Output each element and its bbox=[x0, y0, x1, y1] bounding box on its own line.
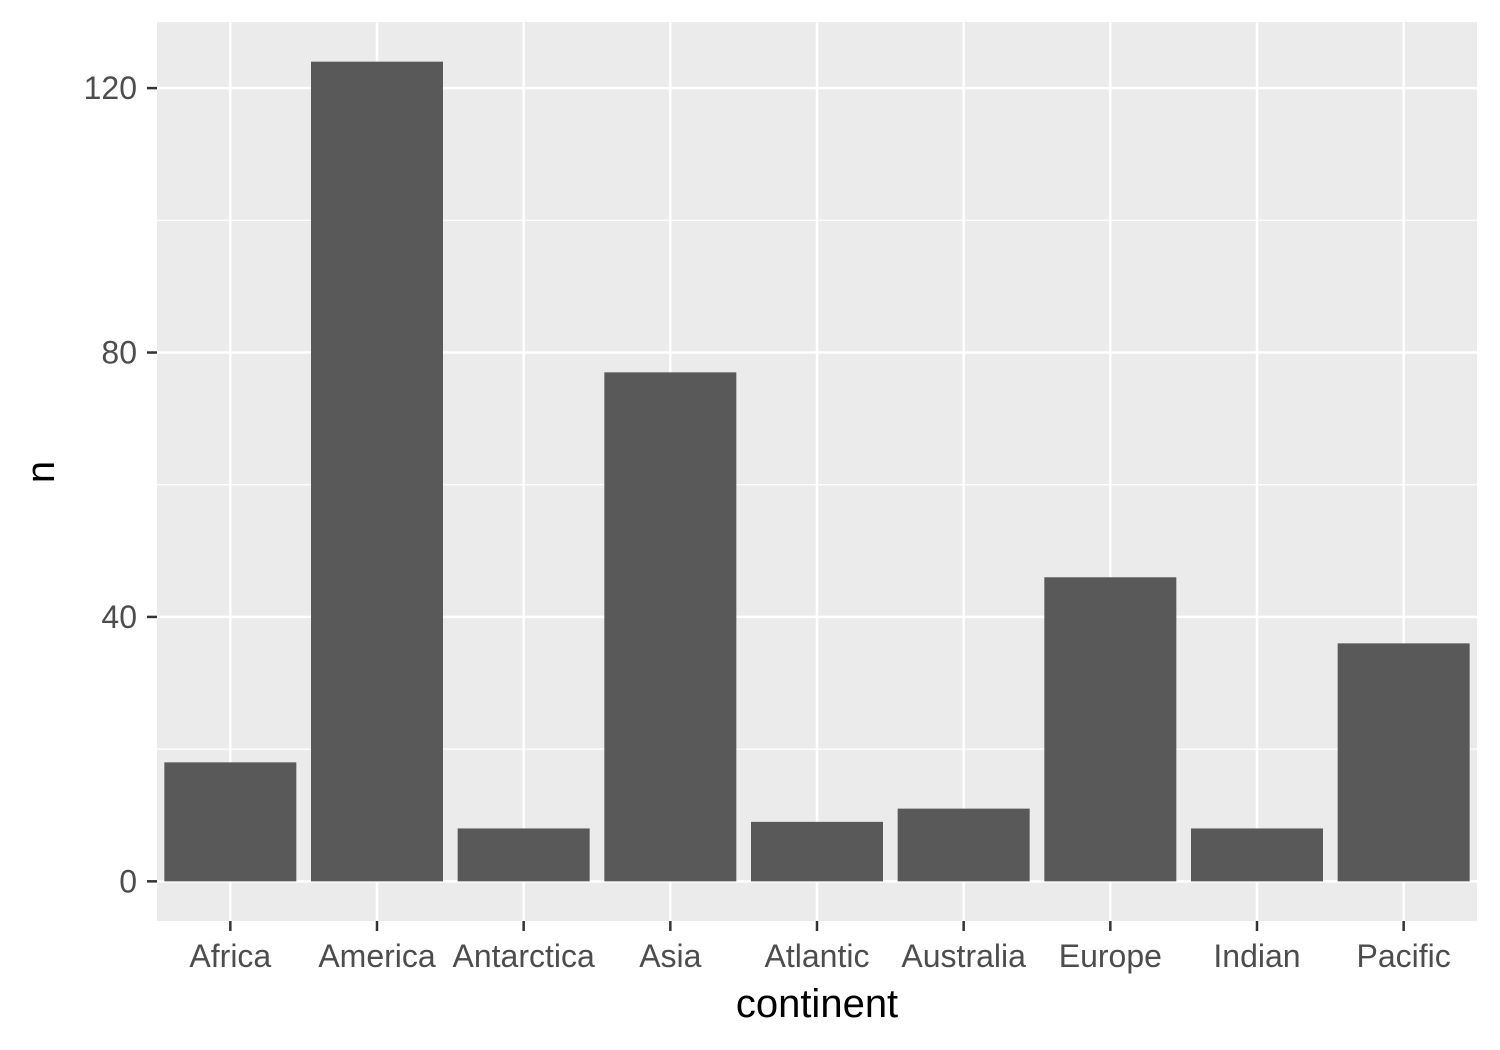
bar-indian bbox=[1191, 828, 1323, 882]
x-tick-label: Africa bbox=[189, 938, 271, 974]
y-tick-label: 40 bbox=[101, 599, 137, 635]
x-tick-label: Pacific bbox=[1357, 938, 1451, 974]
x-tick-label: America bbox=[318, 938, 436, 974]
bar-asia bbox=[604, 372, 737, 882]
x-axis-title: continent bbox=[736, 982, 898, 1026]
x-tick-label: Asia bbox=[639, 938, 701, 974]
bar-america bbox=[311, 61, 443, 882]
y-tick-label: 120 bbox=[84, 70, 137, 106]
bars bbox=[164, 61, 1470, 882]
bar-europe bbox=[1044, 577, 1177, 882]
x-tick-label: Antarctica bbox=[453, 938, 595, 974]
x-axis: Africa America Antarctica Asia Atlantic Austr… bbox=[189, 921, 1451, 974]
y-axis: 0 40 80 120 bbox=[84, 70, 157, 899]
x-tick-label: Indian bbox=[1213, 938, 1300, 974]
bar-africa bbox=[164, 762, 297, 882]
x-tick-label: Atlantic bbox=[765, 938, 870, 974]
bar-antarctica bbox=[457, 828, 590, 882]
x-tick-label: Europe bbox=[1059, 938, 1162, 974]
y-tick-label: 80 bbox=[101, 335, 137, 371]
bar-australia bbox=[897, 808, 1030, 882]
bar-atlantic bbox=[751, 821, 883, 882]
x-tick-label: Australia bbox=[901, 938, 1026, 974]
y-tick-label: 0 bbox=[119, 863, 137, 899]
bar-pacific bbox=[1337, 643, 1470, 882]
y-axis-title: n bbox=[19, 461, 63, 483]
